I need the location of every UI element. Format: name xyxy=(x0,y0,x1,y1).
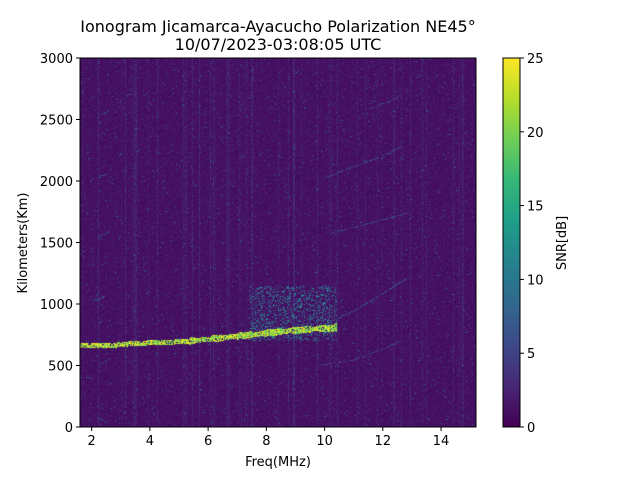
y-tick-label: 0 xyxy=(65,421,73,436)
colorbar xyxy=(502,57,521,428)
y-tick-label: 1000 xyxy=(40,298,73,313)
chart-title: Ionogram Jicamarca-Ayacucho Polarization… xyxy=(80,17,475,36)
colorbar-tick-label: 20 xyxy=(527,126,544,141)
y-axis-label: Kilometers(Km) xyxy=(16,193,31,294)
colorbar-tick-label: 10 xyxy=(527,273,544,288)
x-tick-label: 12 xyxy=(375,434,392,449)
colorbar-gradient xyxy=(503,58,520,427)
y-axis: 0 500 1000 1500 2000 2500 3000 xyxy=(40,52,80,436)
x-tick-label: 6 xyxy=(204,434,212,449)
plot-area xyxy=(79,57,477,428)
x-axis-label: Freq(MHz) xyxy=(245,455,311,470)
x-tick-label: 14 xyxy=(433,434,450,449)
colorbar-tick-label: 5 xyxy=(527,347,535,362)
colorbar-frame xyxy=(502,57,521,428)
colorbar-tick-label: 15 xyxy=(527,200,544,215)
x-tick-label: 4 xyxy=(146,434,154,449)
x-tick-label: 10 xyxy=(316,434,333,449)
y-tick-label: 3000 xyxy=(40,52,73,67)
snr-heatmap xyxy=(80,58,476,427)
y-tick-label: 500 xyxy=(48,360,73,375)
colorbar-label: SNR[dB] xyxy=(555,216,570,270)
x-axis: 2 4 6 8 10 12 14 xyxy=(88,427,450,449)
y-tick-label: 1500 xyxy=(40,237,73,252)
y-tick-label: 2000 xyxy=(40,175,73,190)
colorbar-tick-label: 25 xyxy=(527,52,544,67)
colorbar-tick-label: 0 xyxy=(527,421,535,436)
x-tick-label: 8 xyxy=(262,434,270,449)
y-tick-label: 2500 xyxy=(40,114,73,129)
chart-subtitle: 10/07/2023-03:08:05 UTC xyxy=(175,35,382,54)
colorbar-axis: 0 5 10 15 20 25 xyxy=(520,52,544,436)
x-tick-label: 2 xyxy=(88,434,96,449)
